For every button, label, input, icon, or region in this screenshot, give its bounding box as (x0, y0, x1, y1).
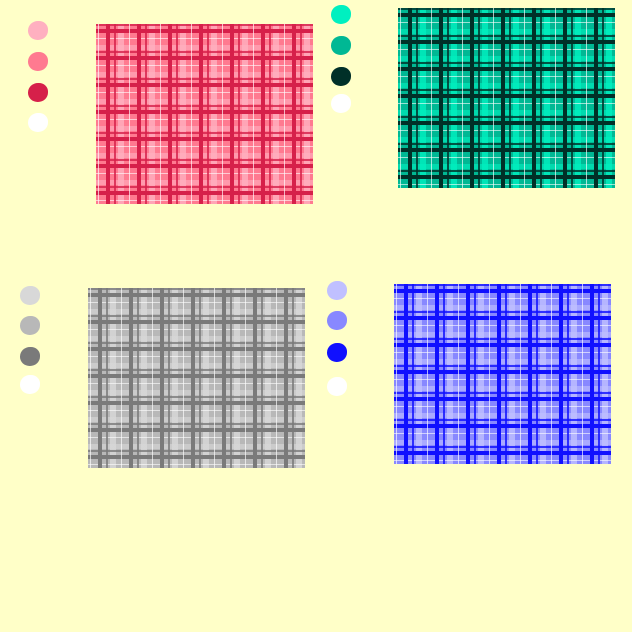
swatch-gray-4 (20, 375, 40, 394)
swatch-gray-2 (20, 316, 40, 335)
swatch-blue-2 (327, 311, 347, 330)
plaid-panel-teal (398, 8, 615, 188)
swatch-blue-4 (327, 377, 347, 396)
swatch-teal-4 (331, 94, 351, 113)
swatch-teal-2 (331, 36, 351, 55)
plaid-panel-gray (88, 288, 305, 468)
swatch-red-2 (28, 52, 48, 71)
swatch-gray-3 (20, 347, 40, 366)
swatch-red-3 (28, 83, 48, 102)
swatch-teal-3 (331, 67, 351, 86)
plaid-panel-blue (394, 284, 611, 464)
plaid-panel-red (96, 24, 313, 204)
swatch-red-1 (28, 21, 48, 40)
swatch-blue-3 (327, 343, 347, 362)
swatch-gray-1 (20, 286, 40, 305)
swatch-red-4 (28, 113, 48, 132)
swatch-teal-1 (331, 5, 351, 24)
swatch-blue-1 (327, 281, 347, 300)
